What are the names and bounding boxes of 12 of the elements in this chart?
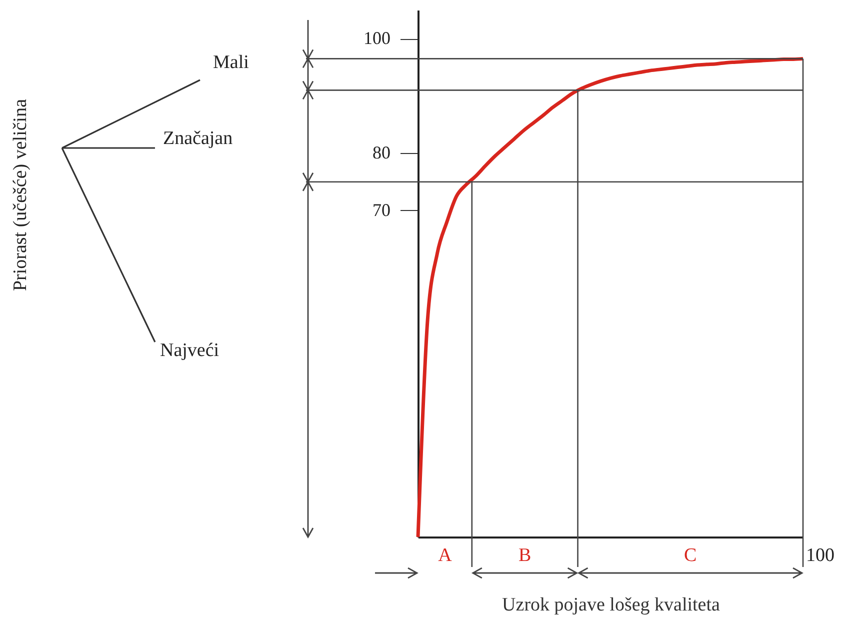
text: Najveći [160, 340, 220, 361]
text: 100 [806, 545, 834, 566]
text: B [518, 545, 532, 566]
text: Priorast (učešće) veličina [10, 98, 31, 292]
text: Značajan [163, 128, 234, 149]
text: A [438, 545, 452, 566]
x-axis-title: Uzrok pojave lošeg kvaliteta [502, 594, 721, 616]
y-tick-label: 100 [364, 28, 390, 48]
text: C [684, 545, 697, 566]
y-tick-label: 70 [372, 200, 390, 220]
y-tick-label: 80 [372, 142, 390, 163]
text: Mali [213, 52, 249, 73]
